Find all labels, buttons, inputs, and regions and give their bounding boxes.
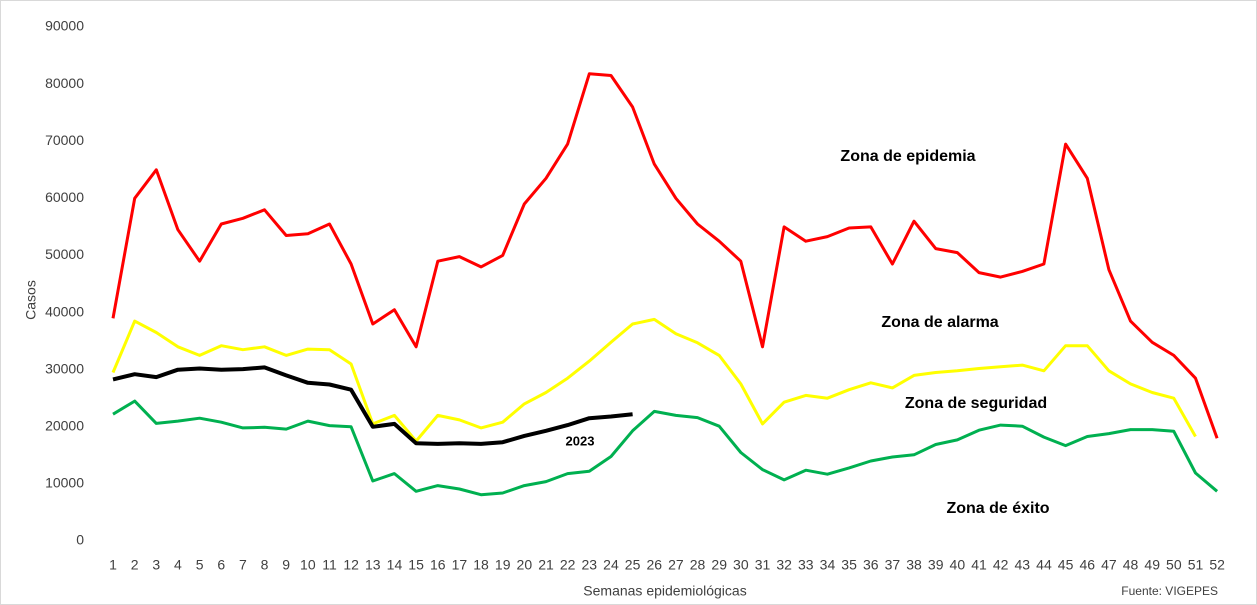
series-label: Zona de alarma xyxy=(881,314,998,331)
y-tick-label: 70000 xyxy=(45,132,84,148)
x-tick-label: 27 xyxy=(668,557,684,573)
y-tick-label: 40000 xyxy=(45,303,84,319)
x-tick-label: 37 xyxy=(885,557,901,573)
x-tick-label: 17 xyxy=(452,557,468,573)
x-tick-label: 26 xyxy=(646,557,662,573)
x-tick-label: 44 xyxy=(1036,557,1052,573)
x-tick-label: 25 xyxy=(625,557,641,573)
x-tick-label: 29 xyxy=(711,557,727,573)
source: Fuente: VIGEPES xyxy=(1121,584,1218,598)
y-tick-label: 0 xyxy=(76,532,84,548)
y-tick-label: 10000 xyxy=(45,475,84,491)
y-tick-label: 60000 xyxy=(45,189,84,205)
x-tick-label: 22 xyxy=(560,557,576,573)
x-tick-label: 52 xyxy=(1209,557,1225,573)
x-tick-label: 36 xyxy=(863,557,879,573)
x-tick-label: 39 xyxy=(928,557,944,573)
x-tick-label: 48 xyxy=(1123,557,1139,573)
x-tick-label: 14 xyxy=(387,557,403,573)
x-tick-label: 33 xyxy=(798,557,814,573)
x-tick-label: 11 xyxy=(322,557,337,573)
x-tick-label: 31 xyxy=(755,557,771,573)
x-tick-label: 45 xyxy=(1058,557,1074,573)
x-tick-label: 2 xyxy=(131,557,139,573)
x-tick-label: 4 xyxy=(174,557,182,573)
series-label: 2023 xyxy=(566,433,595,448)
y-tick-label: 50000 xyxy=(45,246,84,262)
x-tick-label: 30 xyxy=(733,557,749,573)
x-tick-label: 47 xyxy=(1101,557,1117,573)
series-line xyxy=(112,365,633,446)
annotation: Zona de seguridad xyxy=(905,395,1047,412)
x-tick-label: 19 xyxy=(495,557,511,573)
x-tick-label: 34 xyxy=(820,557,836,573)
x-tick-label: 42 xyxy=(993,557,1009,573)
x-tick-label: 43 xyxy=(1015,557,1031,573)
x-tick-label: 49 xyxy=(1144,557,1160,573)
x-tick-label: 6 xyxy=(217,557,225,573)
series-line xyxy=(111,72,1219,439)
x-tick-label: 18 xyxy=(473,557,489,573)
x-axis-label: Semanas epidemiológicas xyxy=(583,583,746,599)
y-axis-label: Casos xyxy=(23,280,39,320)
x-tick-label: 40 xyxy=(950,557,966,573)
x-tick-label: 10 xyxy=(300,557,316,573)
x-tick-label: 23 xyxy=(582,557,598,573)
x-tick-label: 20 xyxy=(517,557,533,573)
series-line xyxy=(112,399,1219,497)
x-tick-label: 9 xyxy=(282,557,290,573)
y-tick-label: 30000 xyxy=(45,360,84,376)
x-tick-label: 24 xyxy=(603,557,619,573)
y-tick-label: 90000 xyxy=(45,18,84,34)
x-tick-label: 38 xyxy=(906,557,922,573)
series-line xyxy=(111,317,1197,443)
x-tick-label: 32 xyxy=(776,557,792,573)
x-tick-label: 41 xyxy=(971,557,987,573)
x-tick-label: 16 xyxy=(430,557,446,573)
x-tick-label: 8 xyxy=(261,557,269,573)
y-tick-label: 20000 xyxy=(45,417,84,433)
x-tick-label: 12 xyxy=(343,557,359,573)
x-tick-label: 28 xyxy=(690,557,706,573)
y-tick-label: 80000 xyxy=(45,75,84,91)
x-tick-label: 1 xyxy=(109,557,117,573)
x-tick-label: 21 xyxy=(538,557,554,573)
x-tick-label: 51 xyxy=(1188,557,1204,573)
series-label: Zona de éxito xyxy=(946,500,1049,517)
x-tick-label: 5 xyxy=(196,557,204,573)
x-tick-label: 35 xyxy=(841,557,857,573)
x-tick-label: 7 xyxy=(239,557,247,573)
x-tick-label: 15 xyxy=(408,557,424,573)
x-tick-label: 50 xyxy=(1166,557,1182,573)
x-tick-label: 3 xyxy=(152,557,160,573)
x-tick-label: 46 xyxy=(1079,557,1095,573)
series-label: Zona de epidemia xyxy=(840,148,975,165)
x-tick-label: 13 xyxy=(365,557,381,573)
